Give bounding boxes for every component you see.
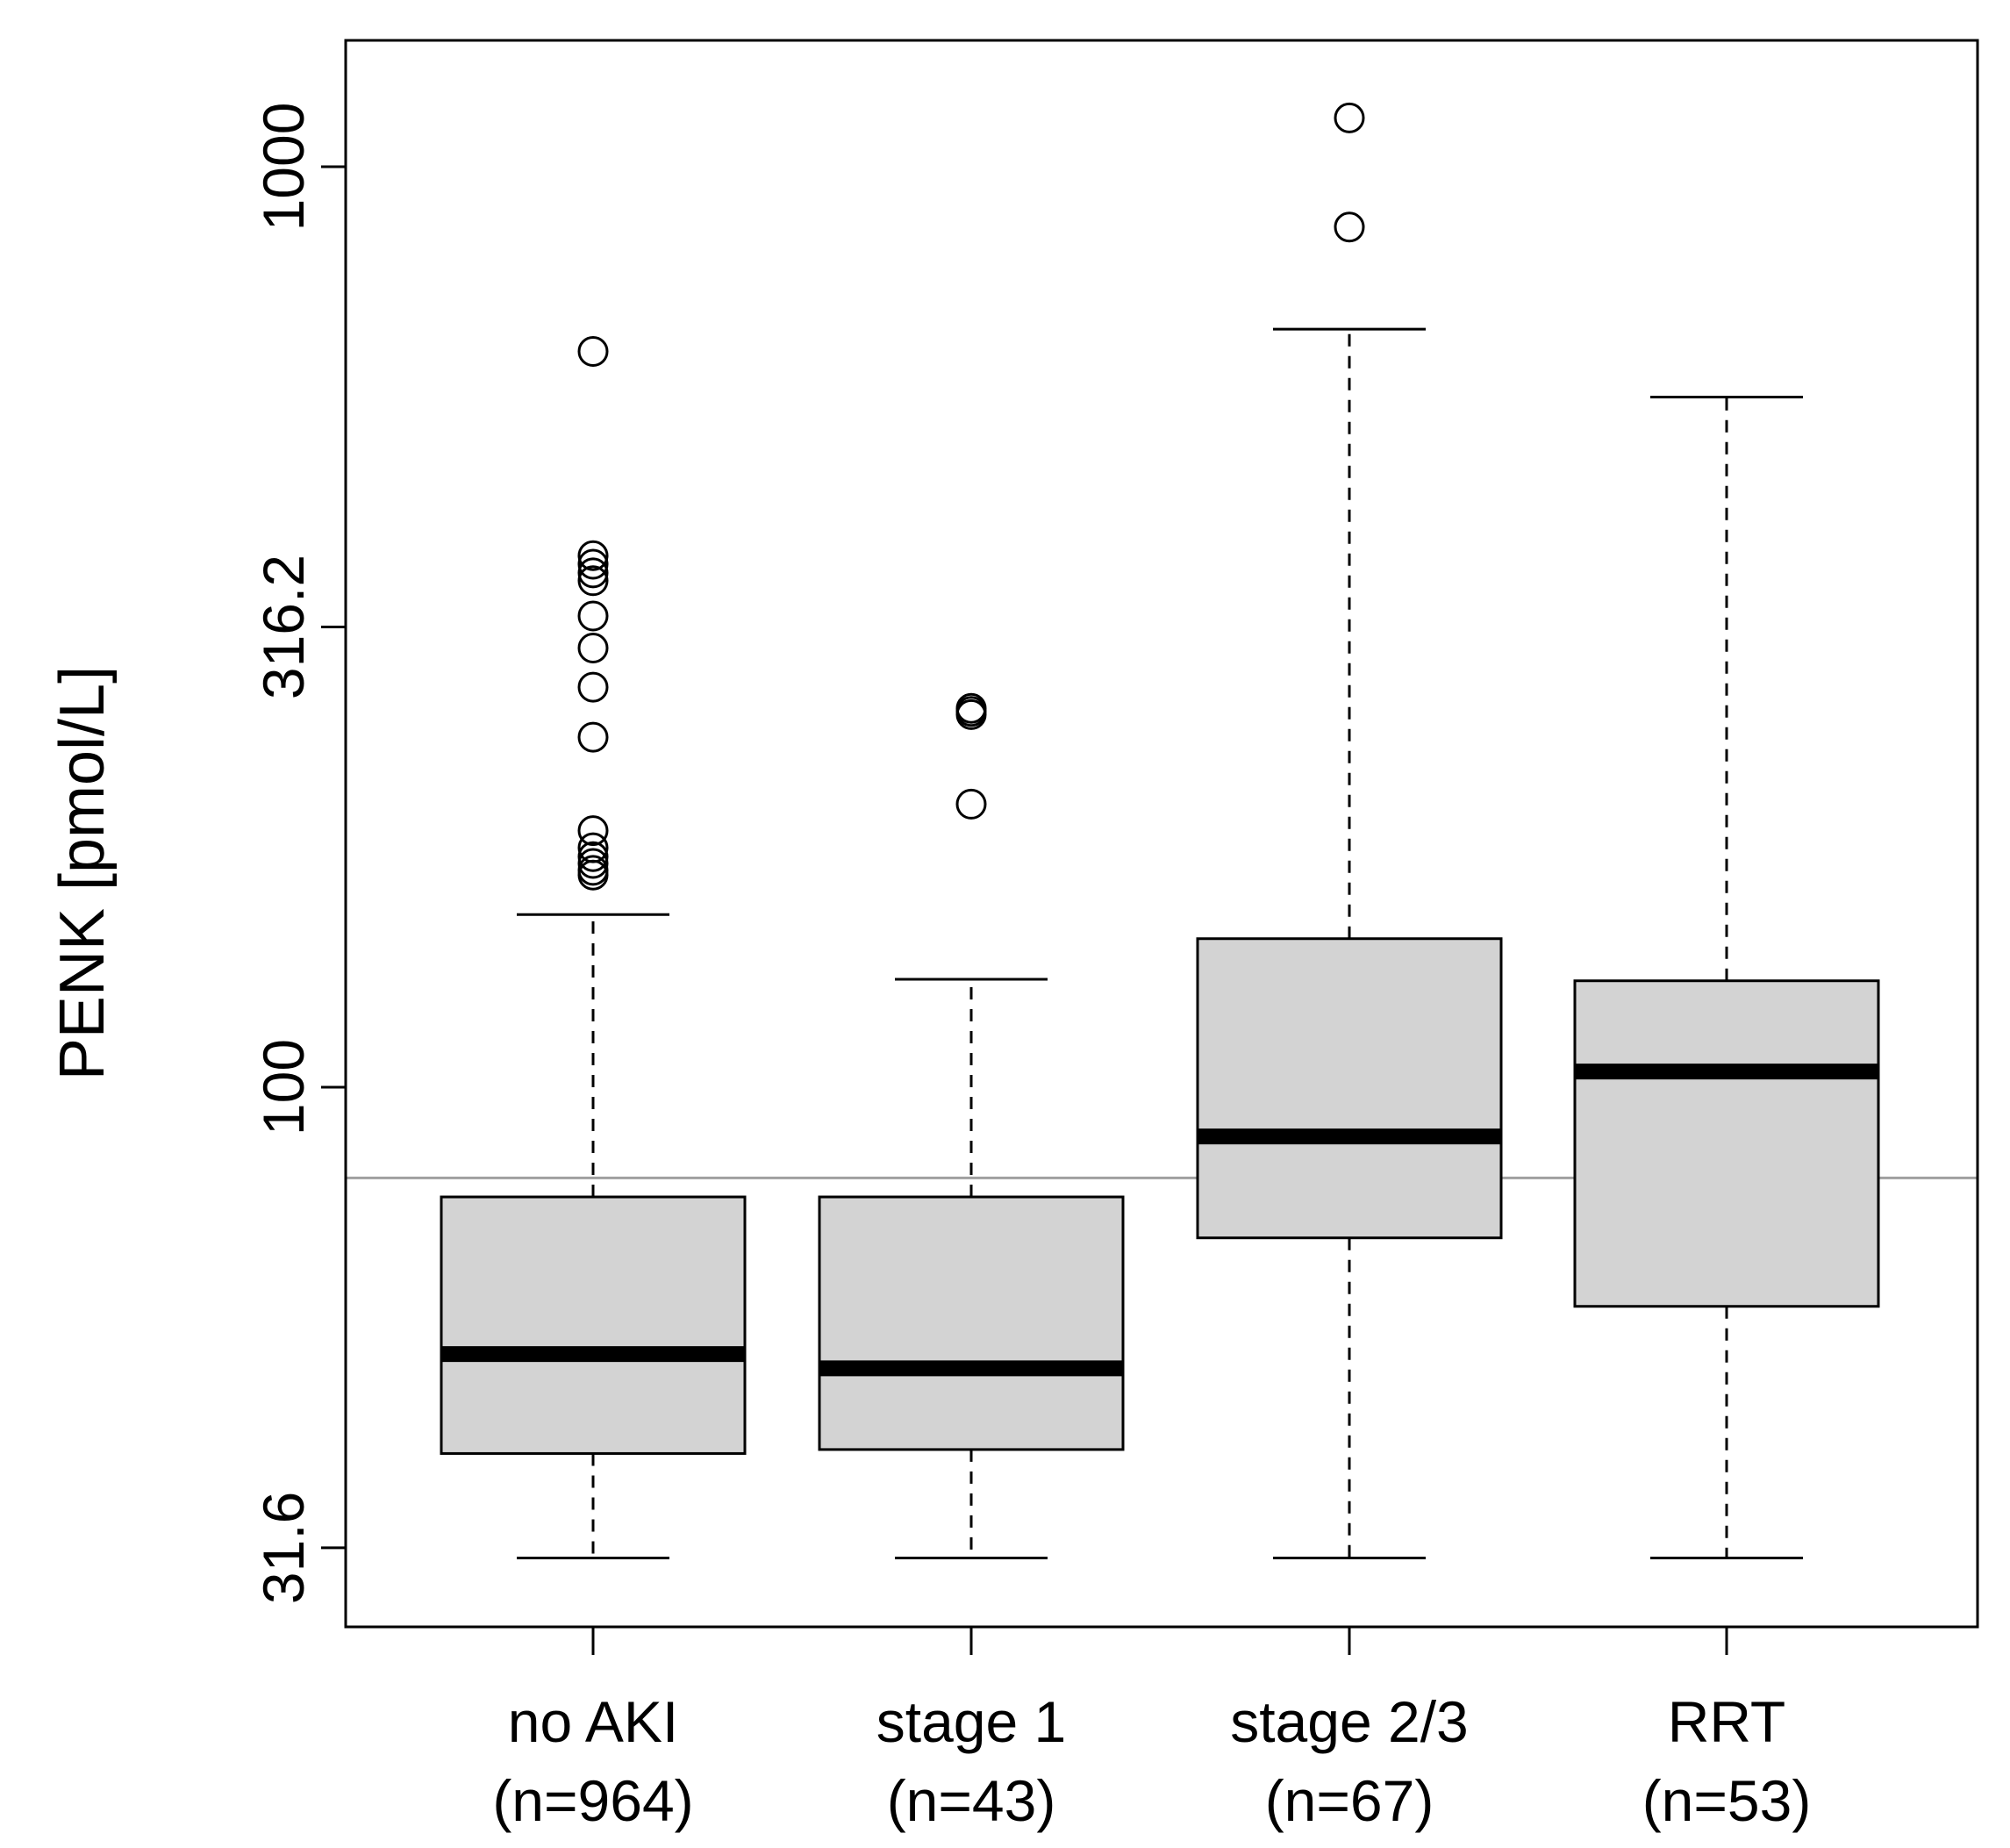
x-category-label: stage 2/3 bbox=[1230, 1689, 1469, 1754]
outlier-point bbox=[577, 600, 609, 632]
y-tick-label: 1000 bbox=[251, 103, 316, 232]
y-tick-label: 100 bbox=[251, 1039, 316, 1135]
x-category-n-label: (n=67) bbox=[1265, 1768, 1434, 1833]
iqr-box bbox=[1196, 937, 1503, 1240]
outlier-point bbox=[577, 671, 609, 703]
outlier-point bbox=[577, 335, 609, 367]
plot-frame bbox=[344, 39, 1979, 1629]
box-group bbox=[440, 335, 747, 1560]
outlier-point bbox=[577, 832, 609, 863]
x-axis: no AKI (n=964) stage 1 (n=43) stage 2/3 (n=67… bbox=[492, 1627, 1811, 1833]
y-axis-title: PENK [pmol/L] bbox=[47, 666, 118, 1080]
x-category-label: stage 1 bbox=[876, 1689, 1067, 1754]
outlier-point bbox=[577, 721, 609, 753]
x-category-label: no AKI bbox=[508, 1689, 679, 1754]
iqr-box bbox=[440, 1195, 747, 1455]
y-axis: 31.6 100 316.2 1000 bbox=[251, 103, 346, 1604]
outlier-point bbox=[1334, 211, 1365, 243]
outlier-point bbox=[577, 855, 609, 886]
boxes-layer bbox=[440, 102, 1880, 1560]
x-category-n-label: (n=964) bbox=[492, 1768, 693, 1833]
box-group bbox=[818, 692, 1125, 1560]
x-category-n-label: (n=43) bbox=[887, 1768, 1056, 1833]
x-category-label: RRT bbox=[1668, 1689, 1785, 1754]
outlier-point bbox=[577, 540, 609, 571]
outlier-point bbox=[577, 565, 609, 597]
box-group bbox=[1573, 396, 1880, 1560]
outlier-point bbox=[577, 548, 609, 580]
outlier-point bbox=[577, 557, 609, 589]
x-category-n-label: (n=53) bbox=[1642, 1768, 1812, 1833]
iqr-box bbox=[1573, 979, 1880, 1308]
box-group bbox=[1196, 102, 1503, 1560]
outlier-point bbox=[955, 692, 987, 724]
outlier-point bbox=[577, 841, 609, 872]
y-tick-label: 31.6 bbox=[251, 1492, 316, 1604]
iqr-box bbox=[818, 1195, 1125, 1451]
y-tick-label: 316.2 bbox=[251, 555, 316, 699]
outlier-point bbox=[955, 788, 987, 820]
outlier-point bbox=[577, 848, 609, 879]
outlier-point bbox=[577, 632, 609, 663]
outlier-point bbox=[1334, 102, 1365, 133]
outlier-point bbox=[577, 815, 609, 847]
